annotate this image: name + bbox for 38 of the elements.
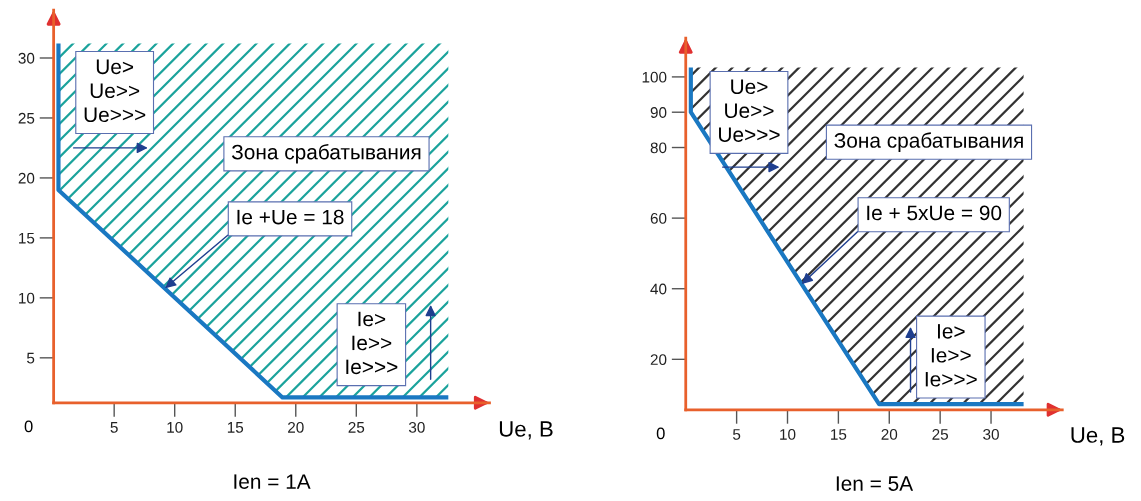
y-tick-label: 60 bbox=[650, 212, 667, 224]
x-axis-title: Ue, B bbox=[499, 421, 553, 440]
y-tick-label: 20 bbox=[18, 172, 35, 184]
x-axis-title: Ue, B bbox=[1071, 427, 1125, 446]
x-tick-label: 10 bbox=[167, 421, 183, 433]
y-tick-label: 80 bbox=[650, 142, 667, 154]
annotation: Ue> Ue>> Ue>>> bbox=[84, 59, 146, 123]
annotation: Ie> Ie>> Ie>>> bbox=[925, 324, 977, 387]
text: 0 bbox=[656, 427, 665, 440]
annotation: Ie +Ue = 18 bbox=[237, 209, 344, 225]
x-tick-label: 25 bbox=[348, 421, 365, 433]
annotation: Зона срабатывания bbox=[231, 143, 421, 164]
y-tick-label: 25 bbox=[18, 112, 35, 124]
x-tick-label: 30 bbox=[983, 428, 999, 440]
annotation: Ue> Ue>> Ue>>> bbox=[719, 79, 780, 142]
text: Ien = 1A bbox=[234, 474, 311, 489]
annotation: Ie> Ie>> Ie>>> bbox=[346, 311, 398, 375]
y-tick-label: 100 bbox=[642, 71, 667, 83]
x-tick-label: 25 bbox=[932, 428, 949, 440]
x-tick-label: 15 bbox=[227, 422, 244, 433]
text: Ien = 5A bbox=[836, 476, 914, 491]
y-tick-label: 10 bbox=[19, 292, 35, 304]
y-tick-label: 30 bbox=[18, 52, 35, 64]
text: 0 bbox=[24, 420, 33, 433]
annotation: Ie + 5xUe = 90 bbox=[867, 205, 1002, 221]
x-tick-label: 15 bbox=[831, 429, 847, 440]
y-tick-label: 90 bbox=[650, 107, 667, 118]
annotation: Зона срабатывания bbox=[834, 132, 1023, 152]
x-tick-label: 5 bbox=[732, 429, 741, 440]
x-tick-label: 20 bbox=[881, 428, 898, 440]
x-tick-label: 20 bbox=[288, 421, 304, 433]
y-tick-label: 15 bbox=[19, 232, 35, 244]
x-tick-label: 10 bbox=[780, 428, 796, 440]
y-tick-label: 40 bbox=[650, 283, 667, 295]
y-tick-label: 20 bbox=[650, 354, 667, 366]
x-tick-label: 30 bbox=[408, 421, 425, 433]
x-tick-label: 5 bbox=[110, 422, 118, 433]
y-tick-label: 5 bbox=[26, 352, 35, 364]
